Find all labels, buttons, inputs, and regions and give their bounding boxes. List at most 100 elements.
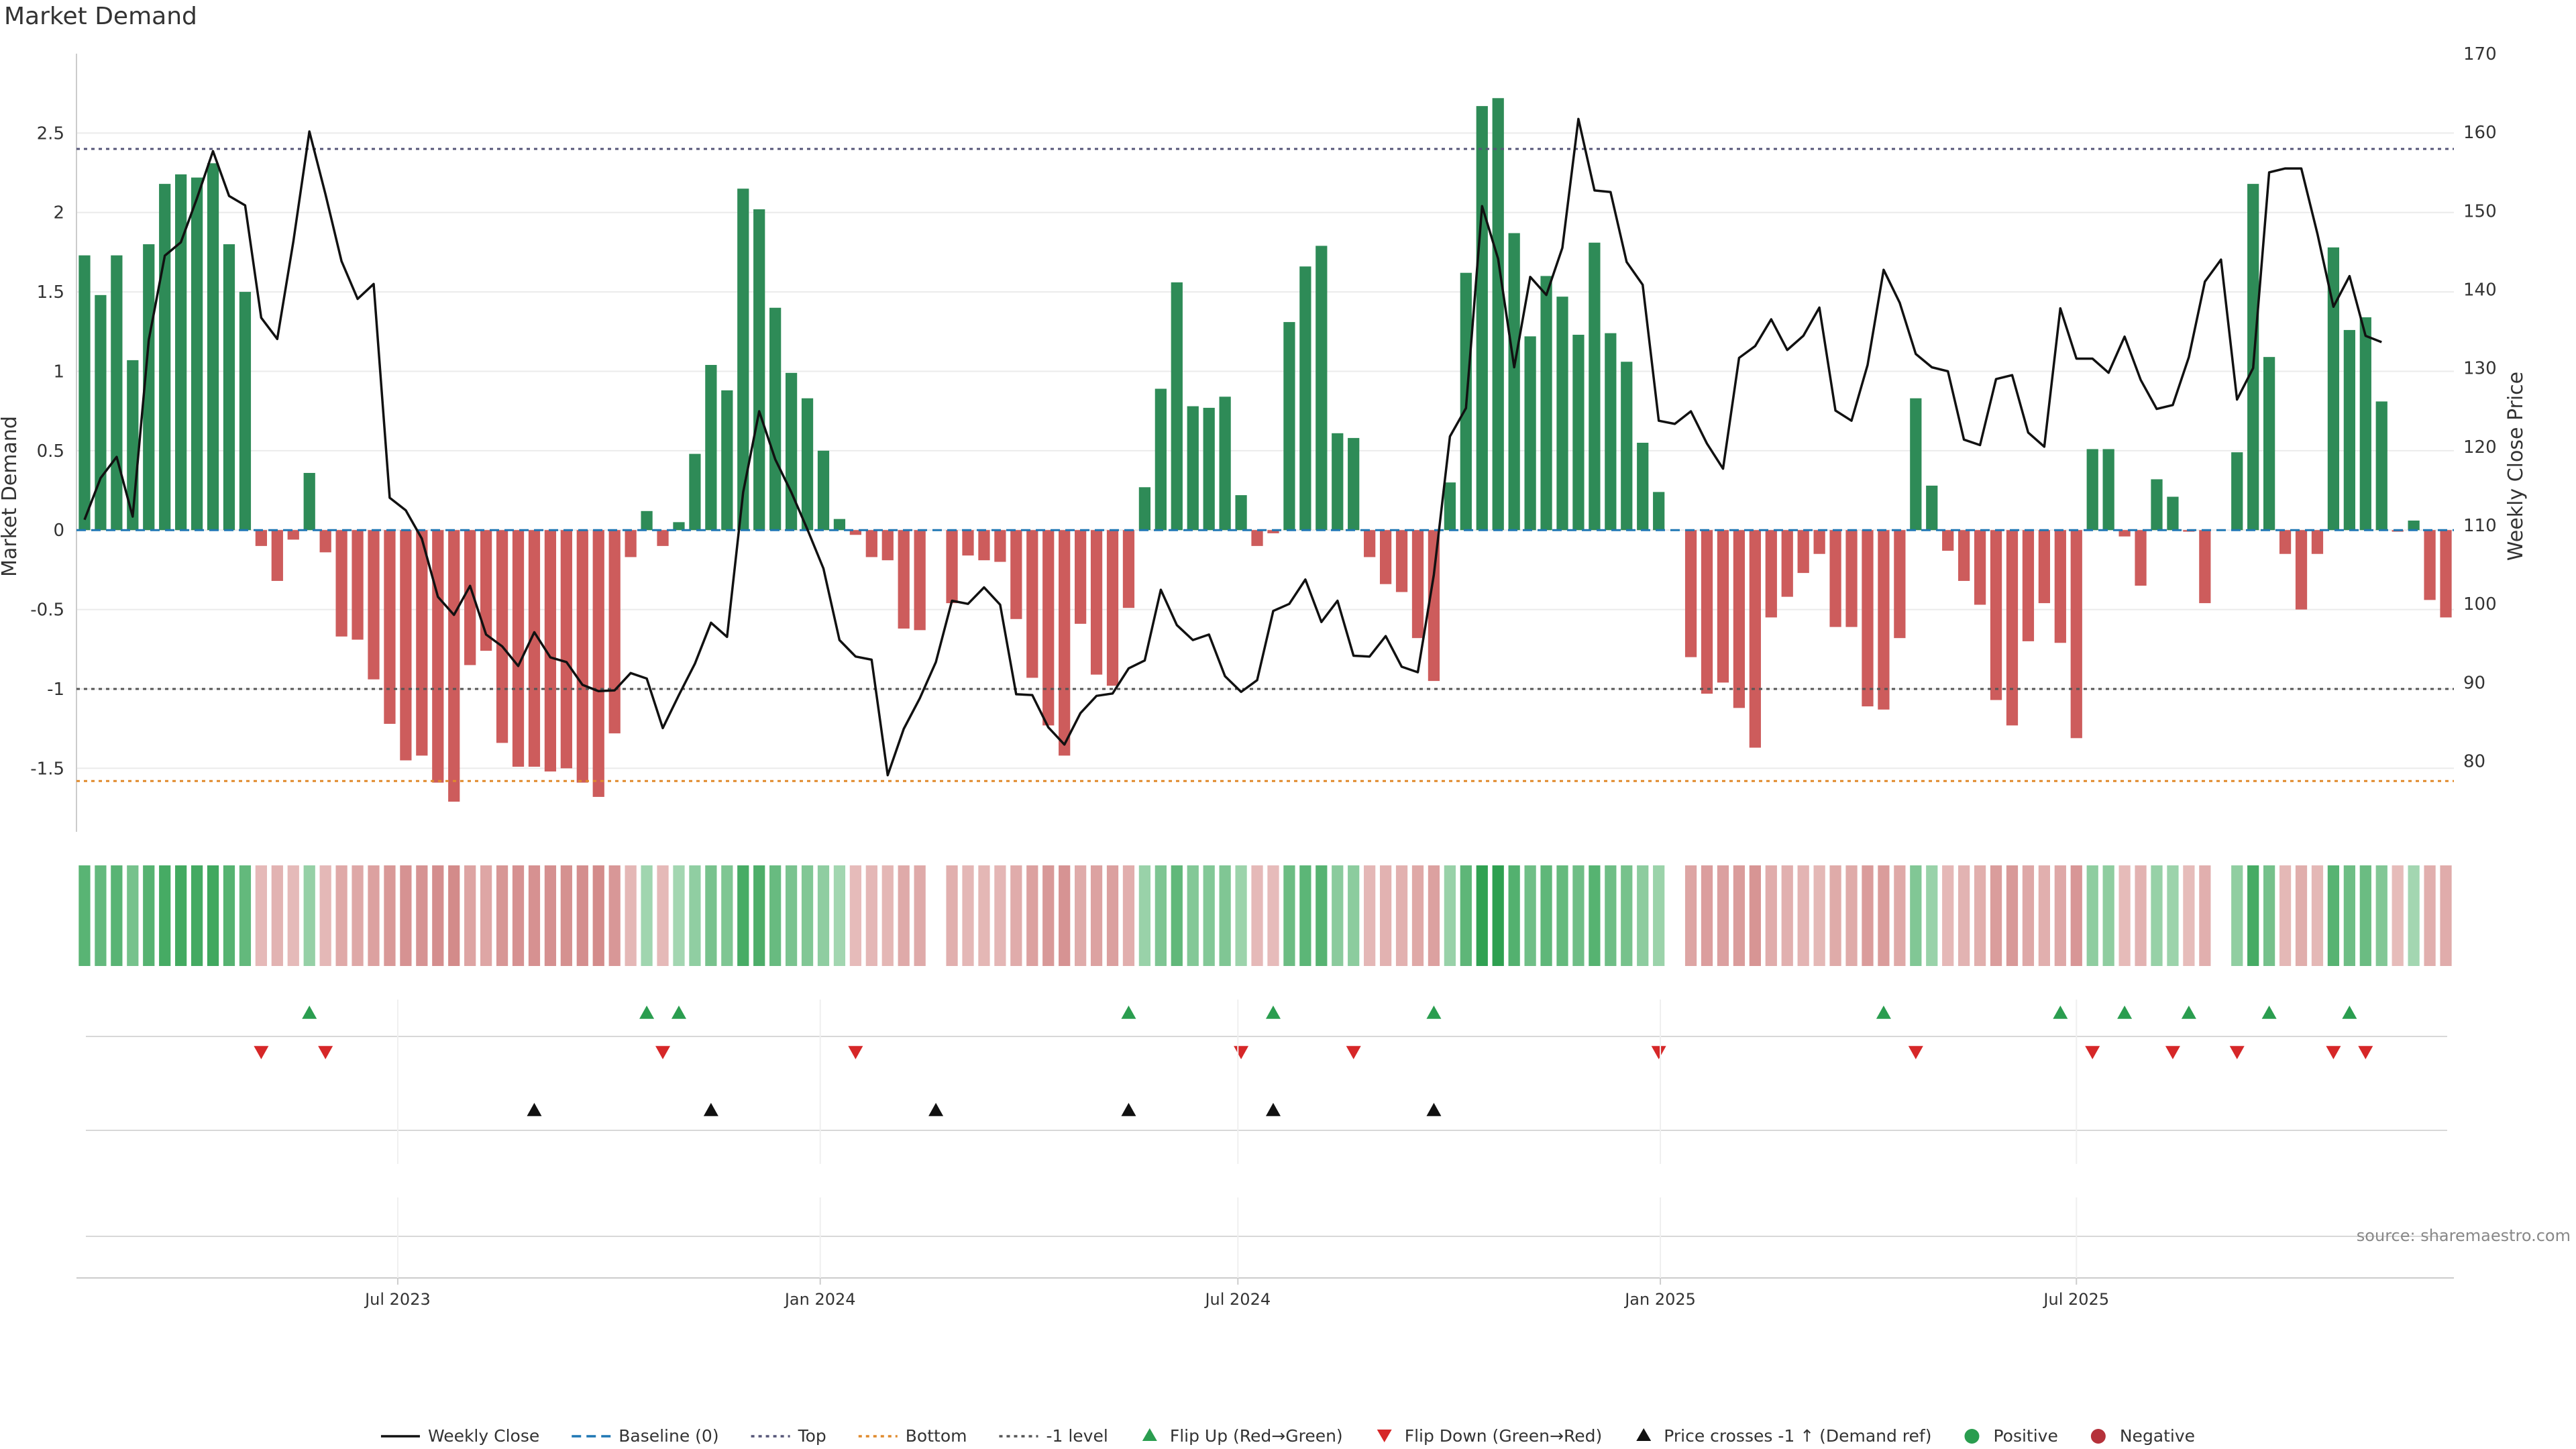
heat-cell (1299, 865, 1311, 966)
heat-cell (2006, 865, 2019, 966)
signal-marker-panels (86, 1006, 2447, 1237)
y2-tick-label: 170 (2463, 44, 2497, 64)
heat-cell (1379, 865, 1392, 966)
demand-bar-negative (400, 530, 412, 761)
heat-cell (1059, 865, 1071, 966)
heat-cell (1203, 865, 1215, 966)
heat-cell (737, 865, 749, 966)
demand-bar-positive (1444, 482, 1456, 531)
heat-cell (78, 865, 91, 966)
heat-cell (1942, 865, 1954, 966)
demand-bar-negative (2311, 530, 2324, 554)
signal-marker (2326, 1046, 2341, 1059)
demand-bar-negative (1364, 530, 1376, 557)
heat-cell (1926, 865, 1938, 966)
demand-bar-positive (2263, 357, 2275, 531)
y-tick-label: -1.5 (30, 759, 64, 779)
heat-cell (1701, 865, 1713, 966)
signal-marker (848, 1046, 863, 1059)
demand-bar-negative (255, 530, 267, 546)
demand-bar-positive (1508, 233, 1520, 531)
demand-bar-negative (2295, 530, 2308, 610)
demand-bar-positive (143, 244, 155, 531)
heat-cell (1460, 865, 1472, 966)
legend-swatch-dot (1964, 1429, 1980, 1444)
heat-cell (2311, 865, 2324, 966)
heat-cell (1508, 865, 1520, 966)
heat-cell (1042, 865, 1055, 966)
heat-cell (111, 865, 123, 966)
demand-bar-negative (1829, 530, 1841, 627)
legend-item: Price crosses -1 ↑ (Demand ref) (1636, 1426, 1931, 1446)
heat-cell (1637, 865, 1649, 966)
heat-cell (657, 865, 669, 966)
weekly-close-line (83, 117, 2382, 777)
heat-cell (1813, 865, 1825, 966)
demand-bar-negative (1042, 530, 1055, 726)
heat-cell (416, 865, 428, 966)
heat-cell (1316, 865, 1328, 966)
heat-cell (753, 865, 765, 966)
heat-cell (1572, 865, 1585, 966)
demand-bar-positive (1524, 336, 1536, 531)
heat-cell (625, 865, 637, 966)
heat-cell (95, 865, 107, 966)
y-tick-label: -0.5 (30, 600, 64, 621)
y-tick-label: -1 (47, 680, 64, 700)
demand-bar-negative (625, 530, 637, 557)
demand-bar-negative (2118, 530, 2131, 537)
heat-cell (1733, 865, 1746, 966)
demand-bar-positive (705, 365, 717, 531)
y-tick-label: 2 (53, 203, 64, 223)
demand-bar-negative (1090, 530, 1103, 675)
signal-marker (1346, 1046, 1361, 1059)
demand-bar-positive (207, 163, 219, 531)
heat-cell (1476, 865, 1488, 966)
demand-bar-negative (1990, 530, 2002, 700)
heat-cell (448, 865, 460, 966)
demand-bar-positive (2167, 496, 2179, 531)
signal-marker (1234, 1046, 1249, 1059)
signal-marker (639, 1006, 655, 1019)
heat-cell (2279, 865, 2292, 966)
heat-cell (207, 865, 219, 966)
demand-bar-positive (817, 450, 830, 531)
demand-bar-negative (512, 530, 525, 767)
demand-bar-negative (1813, 530, 1825, 554)
demand-bar-negative (1717, 530, 1729, 683)
demand-bar-negative (448, 530, 460, 802)
demand-bar-positive (239, 292, 252, 531)
x-tick-label: Jul 2025 (2042, 1290, 2109, 1309)
heat-cell (881, 865, 894, 966)
heat-cell (705, 865, 717, 966)
heat-cell (2167, 865, 2179, 966)
signal-marker (527, 1103, 542, 1116)
heat-cell (946, 865, 958, 966)
heat-cell (512, 865, 525, 966)
heat-cell (1010, 865, 1022, 966)
heat-cell (1411, 865, 1424, 966)
demand-bar-positive (223, 244, 235, 531)
heat-cell (2102, 865, 2114, 966)
heat-cell (1267, 865, 1279, 966)
legend-item: Weekly Close (380, 1426, 539, 1446)
demand-bar-positive (111, 255, 123, 531)
heat-cell (2231, 865, 2243, 966)
demand-bar-negative (962, 530, 974, 556)
signal-marker (1265, 1103, 1281, 1116)
demand-bar-negative (2038, 530, 2050, 604)
demand-bar-positive (1621, 362, 1633, 531)
demand-bar-negative (1122, 530, 1135, 608)
demand-bar-positive (1219, 396, 1231, 531)
heat-cell (1540, 865, 1552, 966)
heat-cell (2263, 865, 2275, 966)
demand-bar-negative (1733, 530, 1746, 708)
demand-bar-positive (303, 472, 315, 531)
signal-marker (302, 1006, 317, 1019)
heat-cell (271, 865, 283, 966)
main-panel: -1.5 -1 -0.5 0 0.5 1 1.5 2 2.5 80 90 100 110 120 130 14… (0, 44, 2528, 832)
demand-bar-negative (1428, 530, 1440, 682)
demand-bar-positive (1299, 266, 1311, 531)
demand-bar-negative (368, 530, 380, 680)
